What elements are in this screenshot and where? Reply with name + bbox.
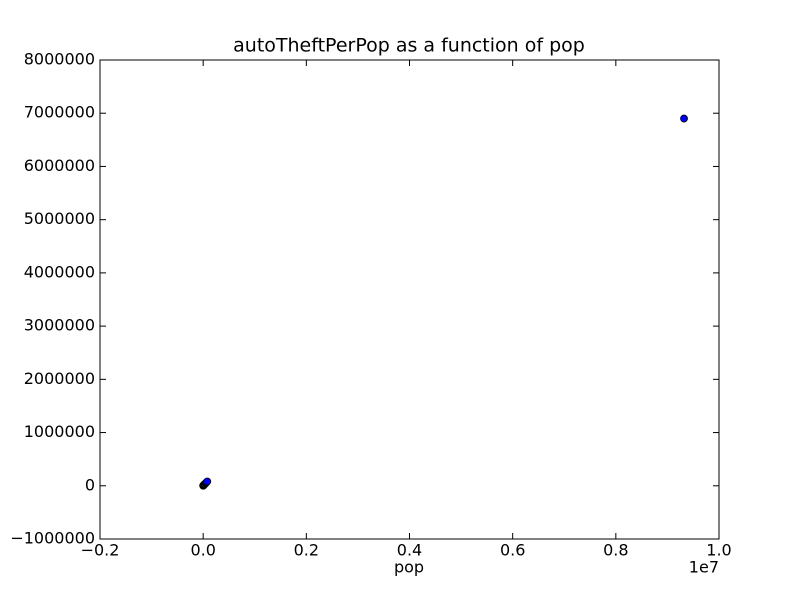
x-axis-label: pop (394, 558, 424, 577)
x-tick-label: 0.2 (294, 541, 319, 560)
y-tick-label: 2000000 (24, 369, 95, 388)
y-tick-label: 3000000 (24, 316, 95, 335)
y-tick-label: 8000000 (24, 50, 95, 69)
point (203, 477, 212, 486)
x-tick-label: 0.8 (603, 541, 628, 560)
y-tick-label: 1000000 (24, 422, 95, 441)
x-offset-label: 1e7 (689, 558, 719, 577)
y-tick-label: −1000000 (10, 529, 95, 548)
y-tick-label: 7000000 (24, 103, 95, 122)
point (680, 114, 688, 123)
chart-title: autoTheftPerPop as a function of pop (233, 35, 585, 57)
y-tick-label: 5000000 (24, 209, 95, 228)
y-tick-label: 6000000 (24, 156, 95, 175)
x-tick-label: 1.0 (706, 541, 731, 560)
y-tick-label: 0 (85, 475, 95, 494)
plot-frame (99, 59, 720, 540)
x-tick-label: −0.2 (81, 541, 120, 560)
x-tick-label: 0.6 (500, 541, 525, 560)
y-tick-label: 4000000 (24, 262, 95, 281)
x-tick-label: 0.0 (190, 541, 215, 560)
x-tick-label: 0.4 (397, 541, 422, 560)
